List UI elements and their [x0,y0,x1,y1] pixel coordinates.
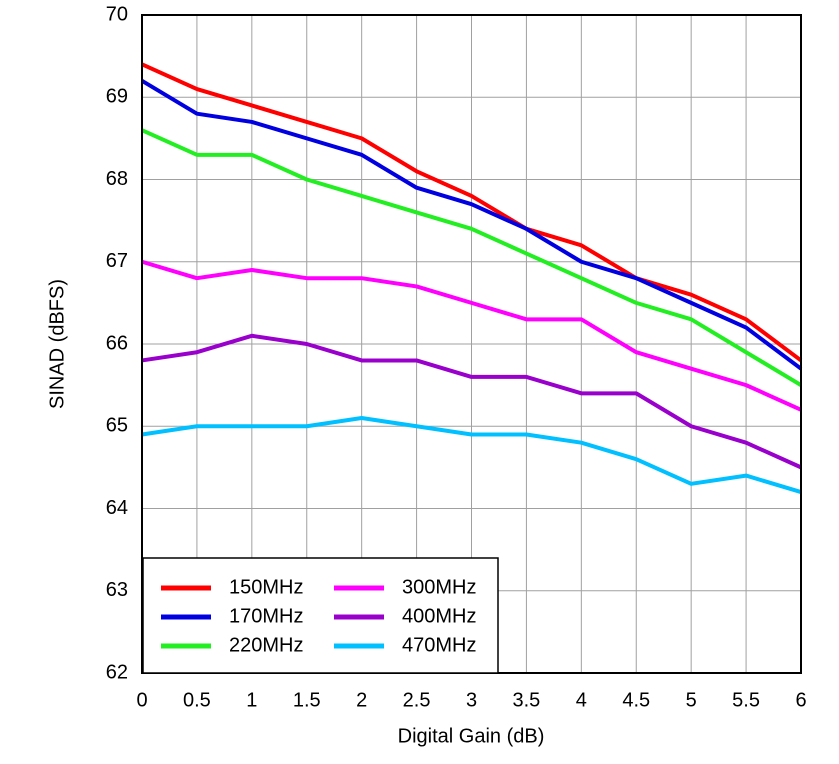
y-tick-label: 65 [106,415,128,437]
x-tick-label: 4.5 [622,689,650,711]
line [141,333,802,470]
x-tick-label: 2 [356,689,367,711]
legend-label: 150MHz [229,576,303,598]
x-tick-label: 0 [136,689,147,711]
legend-label: 300MHz [402,576,476,598]
x-tick-label: 2.5 [403,689,431,711]
line [141,416,802,494]
x-tick-label: 1.5 [293,689,321,711]
y-axis-label: SINAD (dBFS) [46,279,68,409]
x-tick-label: 6 [795,689,806,711]
x-tick-label: 5.5 [732,689,760,711]
legend-label: 400MHz [402,605,476,627]
x-tick-label: 3 [466,689,477,711]
line [140,79,803,371]
line [141,62,803,363]
legend-label: 220MHz [229,634,303,656]
y-tick-label: 69 [106,86,128,108]
y-tick-label: 68 [106,168,128,190]
y-tick-label: 66 [106,332,128,354]
y-tick-label: 62 [106,661,128,683]
x-tick-label: 4 [576,689,587,711]
line [141,259,802,412]
y-tick-label: 64 [106,497,128,519]
y-tick-label: 63 [106,579,128,601]
y-tick-label: 70 [106,3,128,25]
x-tick-label: 5 [686,689,697,711]
x-axis-label: Digital Gain (dB) [398,725,545,747]
y-tick-label: 67 [106,250,128,272]
x-tick-label: 1 [246,689,257,711]
legend-label: 470MHz [402,634,476,656]
x-tick-label: 0.5 [183,689,211,711]
x-tick-label: 3.5 [513,689,541,711]
line [141,128,803,387]
legend-label: 170MHz [229,605,303,627]
